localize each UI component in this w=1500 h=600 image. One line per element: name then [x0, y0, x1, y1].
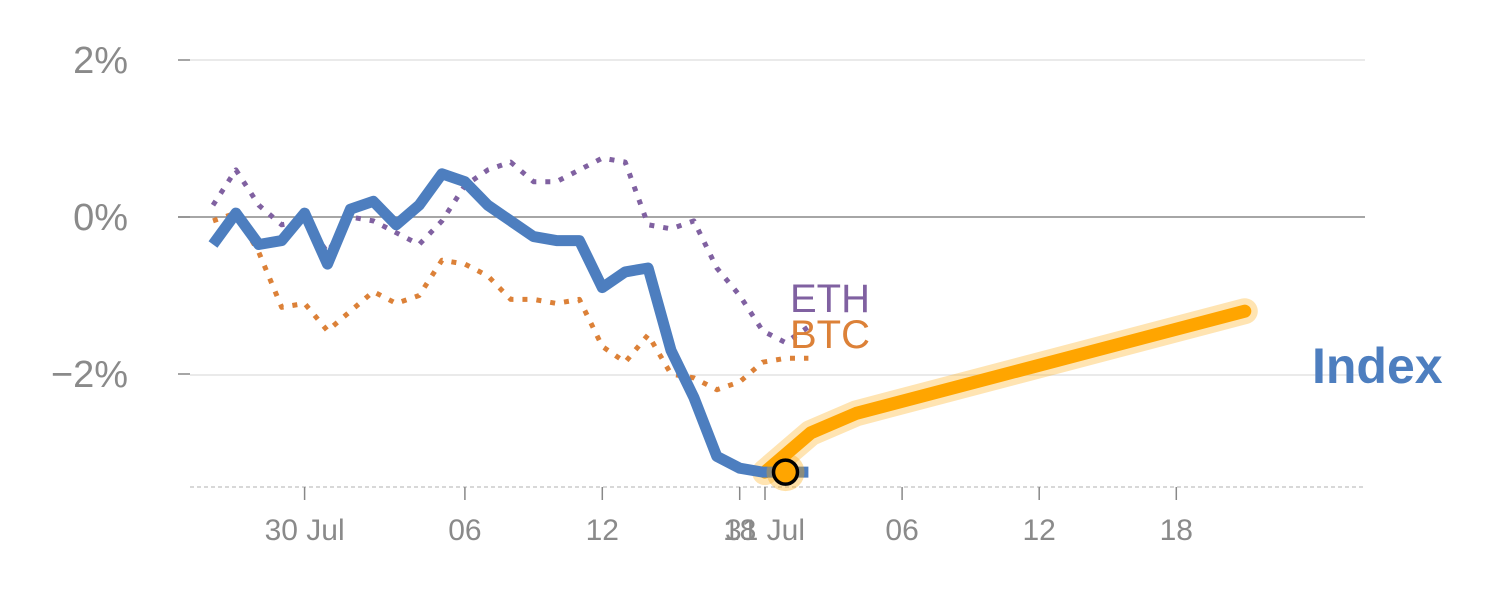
y-tick-label: −2%	[51, 354, 128, 396]
y-axis: 2% 0% −2%	[51, 40, 190, 396]
forecast-line	[758, 304, 1252, 479]
series-label-eth: ETH	[790, 277, 870, 321]
series-line-index	[208, 168, 809, 478]
x-tick-label: 12	[586, 514, 619, 547]
series-label-btc: BTC	[790, 313, 870, 357]
x-tick-label: 18	[1160, 514, 1193, 547]
y-tick-label: 0%	[73, 197, 128, 239]
y-tick-label: 2%	[73, 40, 128, 82]
x-tick-label: 06	[448, 514, 481, 547]
x-tick-label: 18	[723, 514, 756, 547]
x-tick-label: 30 Jul	[265, 514, 345, 547]
x-tick-label: 06	[885, 514, 918, 547]
x-tick-label: 31 Jul	[725, 514, 805, 547]
series-labels: ETH BTC Index	[790, 277, 1443, 394]
highlight-point	[771, 458, 800, 486]
series-layer	[208, 155, 1258, 492]
series-line-eth	[210, 155, 810, 346]
series-label-index: Index	[1312, 338, 1443, 394]
x-tick-label: 12	[1023, 514, 1056, 547]
grid-lines	[178, 59, 1365, 488]
series-line-btc	[212, 210, 809, 393]
